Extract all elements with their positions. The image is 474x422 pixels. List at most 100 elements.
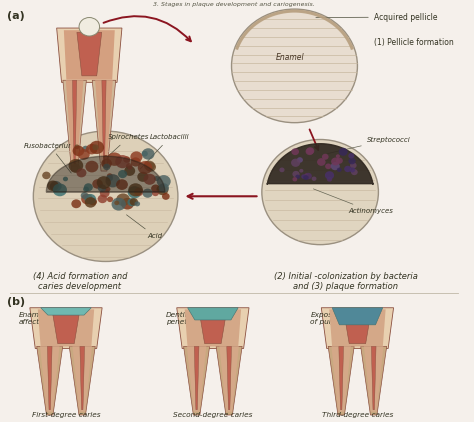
Polygon shape — [41, 308, 91, 315]
Polygon shape — [216, 346, 242, 415]
Circle shape — [118, 170, 127, 178]
Polygon shape — [371, 346, 376, 410]
Polygon shape — [80, 346, 84, 410]
Circle shape — [71, 164, 81, 173]
Circle shape — [137, 172, 148, 182]
Circle shape — [262, 140, 378, 245]
Circle shape — [126, 163, 132, 169]
Circle shape — [79, 18, 100, 36]
Circle shape — [107, 197, 113, 202]
Circle shape — [130, 198, 138, 206]
Text: 3. Stages in plaque development and cariogenesis.: 3. Stages in plaque development and cari… — [153, 2, 315, 6]
Circle shape — [84, 183, 93, 191]
Circle shape — [306, 147, 314, 154]
Circle shape — [103, 155, 109, 160]
Circle shape — [83, 187, 89, 192]
Polygon shape — [329, 309, 386, 346]
Circle shape — [279, 168, 284, 172]
Text: Enamel
affected: Enamel affected — [19, 312, 49, 325]
Polygon shape — [188, 308, 238, 320]
Circle shape — [92, 144, 99, 150]
Circle shape — [306, 148, 314, 155]
Circle shape — [325, 163, 331, 169]
Circle shape — [311, 176, 317, 181]
Circle shape — [146, 162, 156, 172]
Polygon shape — [328, 346, 354, 415]
Circle shape — [124, 166, 135, 176]
Text: Lactobacilli: Lactobacilli — [140, 135, 190, 169]
Polygon shape — [194, 346, 199, 410]
Circle shape — [85, 161, 99, 173]
Circle shape — [144, 161, 155, 170]
Text: (a): (a) — [7, 11, 25, 21]
Polygon shape — [236, 10, 353, 49]
Text: Acquired pellicle: Acquired pellicle — [316, 13, 437, 22]
Circle shape — [97, 176, 111, 189]
Circle shape — [305, 173, 312, 179]
Circle shape — [331, 162, 340, 170]
Polygon shape — [64, 30, 115, 80]
Circle shape — [301, 174, 306, 179]
Text: Enamel: Enamel — [275, 53, 304, 62]
Circle shape — [105, 174, 120, 187]
Polygon shape — [187, 346, 206, 412]
Text: (1) Pellicle formation: (1) Pellicle formation — [374, 38, 454, 47]
Polygon shape — [95, 80, 113, 167]
Text: (4) Acid formation and
caries development: (4) Acid formation and caries developmen… — [33, 272, 127, 291]
Circle shape — [89, 198, 97, 206]
Text: Third-degree caries: Third-degree caries — [322, 412, 393, 418]
Polygon shape — [69, 346, 95, 415]
Circle shape — [344, 166, 351, 172]
Polygon shape — [321, 308, 393, 349]
Text: Acid: Acid — [127, 215, 163, 239]
Circle shape — [73, 146, 84, 156]
Circle shape — [154, 176, 159, 181]
Circle shape — [105, 187, 110, 192]
Text: Streptococci: Streptococci — [328, 136, 410, 154]
Text: Dentin
penetrated: Dentin penetrated — [166, 312, 207, 325]
Circle shape — [98, 184, 106, 192]
Circle shape — [327, 177, 332, 181]
Polygon shape — [364, 346, 383, 412]
Circle shape — [162, 193, 170, 200]
Polygon shape — [267, 144, 373, 184]
Circle shape — [107, 173, 113, 179]
Circle shape — [231, 9, 357, 123]
Text: (2) Initial -colonization by bacteria
and (3) plaque formation: (2) Initial -colonization by bacteria an… — [274, 272, 418, 291]
Circle shape — [71, 199, 81, 208]
Circle shape — [304, 173, 308, 177]
Circle shape — [144, 174, 156, 185]
Circle shape — [135, 201, 140, 206]
Circle shape — [86, 144, 98, 154]
Circle shape — [339, 148, 348, 156]
Circle shape — [299, 169, 303, 173]
Circle shape — [103, 164, 110, 170]
Circle shape — [303, 175, 309, 180]
Circle shape — [100, 189, 109, 197]
Text: Spirochetes: Spirochetes — [103, 134, 149, 161]
Polygon shape — [183, 346, 210, 415]
Circle shape — [336, 154, 340, 158]
Circle shape — [33, 131, 178, 262]
Circle shape — [292, 171, 300, 177]
Polygon shape — [63, 80, 86, 171]
Circle shape — [128, 183, 143, 196]
Circle shape — [116, 179, 128, 190]
Circle shape — [322, 154, 328, 160]
Circle shape — [336, 157, 343, 164]
Polygon shape — [185, 309, 241, 346]
Circle shape — [292, 148, 299, 155]
Circle shape — [53, 184, 67, 196]
Circle shape — [50, 181, 62, 192]
Circle shape — [297, 157, 303, 163]
Circle shape — [128, 186, 141, 198]
Circle shape — [76, 168, 86, 177]
Circle shape — [98, 195, 107, 203]
Circle shape — [121, 198, 134, 210]
Circle shape — [317, 158, 326, 166]
Polygon shape — [30, 308, 102, 349]
Circle shape — [82, 146, 89, 152]
Circle shape — [337, 168, 342, 172]
Circle shape — [123, 156, 130, 163]
Circle shape — [331, 157, 340, 165]
